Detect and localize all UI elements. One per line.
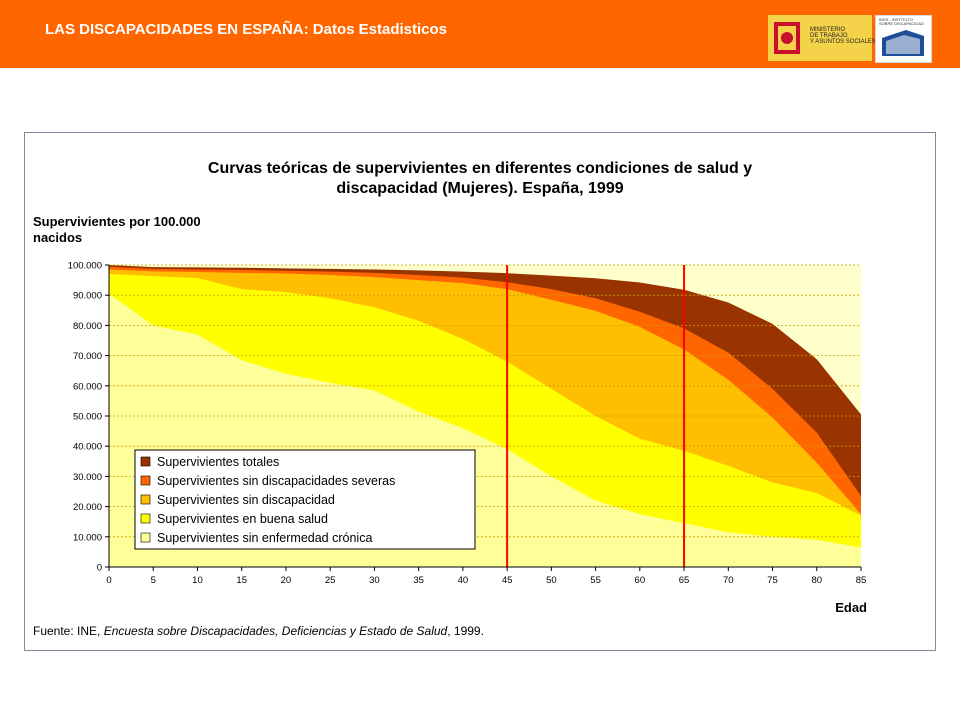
y-tick-label: 60.000: [73, 381, 102, 392]
y-tick-label: 30.000: [73, 472, 102, 483]
x-tick-label: 15: [236, 575, 247, 586]
legend-label: Supervivientes sin enfermedad crónica: [157, 531, 372, 545]
x-tick-label: 55: [590, 575, 601, 586]
chart-title-line1: Curvas teóricas de supervivientes en dif…: [208, 160, 752, 177]
legend-swatch: [140, 475, 151, 486]
y-tick-label: 90.000: [73, 291, 102, 302]
x-tick-label: 80: [811, 575, 822, 586]
y-tick-label: 50.000: [73, 412, 102, 423]
x-tick-label: 30: [369, 575, 380, 586]
x-tick-label: 85: [856, 575, 867, 586]
legend-swatch: [140, 494, 151, 505]
source-title: Encuesta sobre Discapacidades, Deficienc…: [104, 624, 448, 638]
y-tick-label: 100.000: [68, 261, 102, 272]
y-tick-label: 0: [97, 563, 102, 574]
legend-swatch: [140, 513, 151, 524]
x-tick-label: 5: [151, 575, 156, 586]
page-title: LAS DISCAPACIDADES EN ESPAÑA: Datos Esta…: [45, 21, 448, 38]
legend-label: Supervivientes sin discapacidad: [157, 493, 335, 507]
y-tick-label: 40.000: [73, 442, 102, 453]
y-axis-label-line1: Supervivientes por 100.000: [33, 214, 201, 229]
source-prefix: Fuente: INE,: [33, 624, 104, 638]
y-axis-label-line2: nacidos: [33, 230, 82, 245]
imserso-logo: INSS - INSTITUTO SOBRE DISCAPACIDAD: [875, 15, 932, 63]
y-tick-label: 20.000: [73, 502, 102, 513]
building-icon: [882, 30, 924, 56]
x-tick-label: 50: [546, 575, 557, 586]
y-tick-label: 10.000: [73, 532, 102, 543]
x-tick-label: 20: [281, 575, 292, 586]
legend-label: Supervivientes sin discapacidades severa…: [157, 474, 395, 488]
source-note: Fuente: INE, Encuesta sobre Discapacidad…: [33, 624, 484, 638]
y-tick-label: 80.000: [73, 321, 102, 332]
y-tick-label: 70.000: [73, 351, 102, 362]
imserso-logo-text: INSS - INSTITUTO SOBRE DISCAPACIDAD: [879, 17, 924, 26]
chart-frame: Curvas teóricas de supervivientes en dif…: [24, 132, 936, 651]
legend-swatch: [140, 456, 151, 467]
legend-box: [134, 449, 476, 550]
legend-label: Supervivientes totales: [157, 455, 279, 469]
x-tick-label: 0: [106, 575, 111, 586]
x-tick-label: 40: [458, 575, 469, 586]
x-axis-label: Edad: [835, 600, 867, 615]
x-tick-label: 65: [679, 575, 690, 586]
x-tick-label: 70: [723, 575, 734, 586]
ministry-logo-text: MINISTERIO DE TRABAJO Y ASUNTOS SOCIALES: [810, 27, 876, 45]
x-tick-label: 35: [413, 575, 424, 586]
chart-title-line2: discapacidad (Mujeres). España, 1999: [336, 180, 623, 197]
x-tick-label: 60: [635, 575, 646, 586]
coat-of-arms-icon: [774, 22, 800, 54]
x-tick-label: 25: [325, 575, 336, 586]
x-tick-label: 10: [192, 575, 203, 586]
legend-label: Supervivientes en buena salud: [157, 512, 328, 526]
survivor-curves-chart: Curvas teóricas de supervivientes en dif…: [33, 160, 867, 638]
x-tick-label: 45: [502, 575, 513, 586]
x-tick-label: 75: [767, 575, 778, 586]
header-bar: LAS DISCAPACIDADES EN ESPAÑA: Datos Esta…: [0, 0, 960, 68]
ministry-logo: MINISTERIO DE TRABAJO Y ASUNTOS SOCIALES: [768, 15, 876, 61]
legend-swatch: [140, 532, 151, 543]
source-suffix: , 1999.: [447, 624, 484, 638]
chart-legend: Supervivientes totales Supervivientes sin…: [134, 449, 476, 550]
